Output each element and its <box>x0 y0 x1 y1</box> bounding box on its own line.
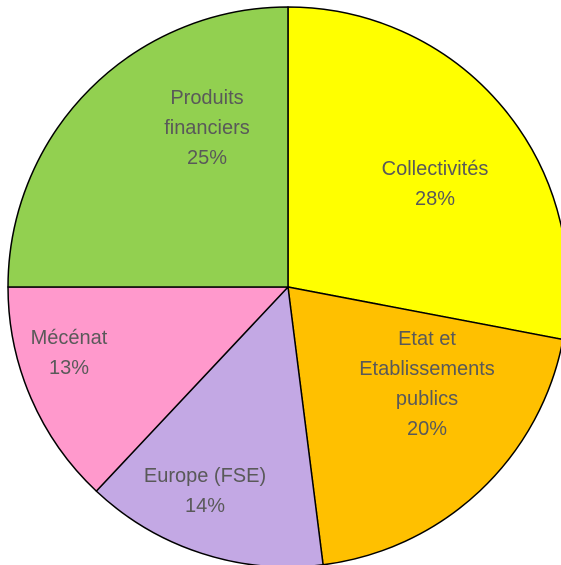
slice-label-etat-et-etablissements-publics: Etat et Etablissements publics 20% <box>359 328 495 440</box>
pie-slice-etat-et-etablissements-publics <box>287 286 561 565</box>
slice-label-mecenat: Mécénat 13% <box>31 327 108 379</box>
slice-percent-mecenat: 13% <box>49 357 89 379</box>
slice-label-line: Produits <box>170 87 243 109</box>
slice-label-line: publics <box>396 388 458 410</box>
pie-slice-produits-financiers <box>7 6 289 288</box>
pie-slices <box>7 6 561 565</box>
slice-label-line: Etat et <box>398 328 456 350</box>
slice-label-line: Etablissements <box>359 358 495 380</box>
pie-slice-europe-fse <box>95 285 324 565</box>
slice-label-line: Europe (FSE) <box>144 465 266 487</box>
pie-slice-collectivites <box>287 6 561 340</box>
slice-percent-etat-et-etablissements-publics: 20% <box>407 418 447 440</box>
pie-labels: Collectivités 28% Etat et Etablissements pub… <box>31 87 495 517</box>
slice-label-line: financiers <box>164 117 250 139</box>
slice-label-produits-financiers: Produits financiers 25% <box>164 87 250 169</box>
slice-percent-collectivites: 28% <box>415 188 455 210</box>
slice-percent-produits-financiers: 25% <box>187 147 227 169</box>
slice-label-line: Collectivités <box>382 158 489 180</box>
slice-label-europe-fse: Europe (FSE) 14% <box>144 465 266 517</box>
slice-label-line: Mécénat <box>31 327 108 349</box>
pie-slice-mecenat <box>7 286 290 493</box>
slice-label-collectivites: Collectivités 28% <box>382 158 489 210</box>
slice-percent-europe-fse: 14% <box>185 495 225 517</box>
